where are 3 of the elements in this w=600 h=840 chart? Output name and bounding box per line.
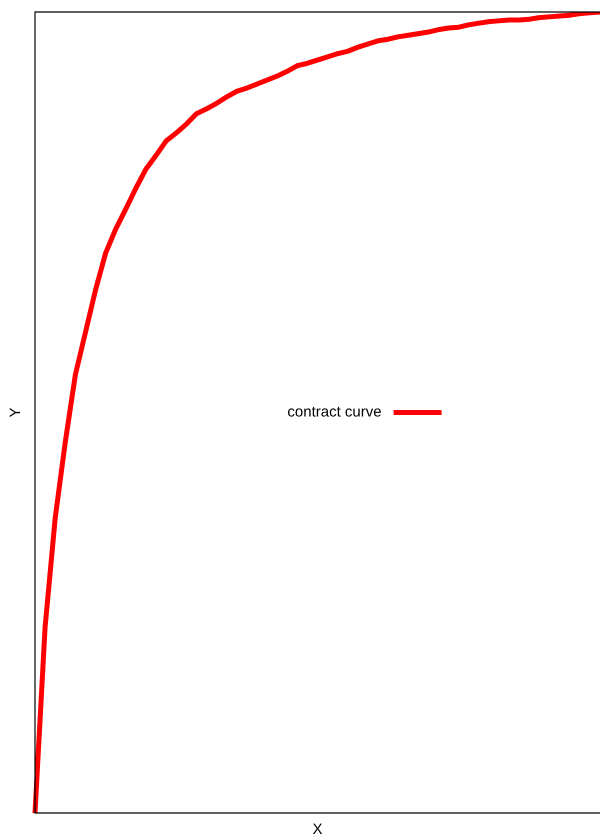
legend-label: contract curve: [287, 404, 382, 421]
y-axis-title: Y: [7, 407, 24, 418]
x-axis-title: X: [312, 821, 323, 838]
